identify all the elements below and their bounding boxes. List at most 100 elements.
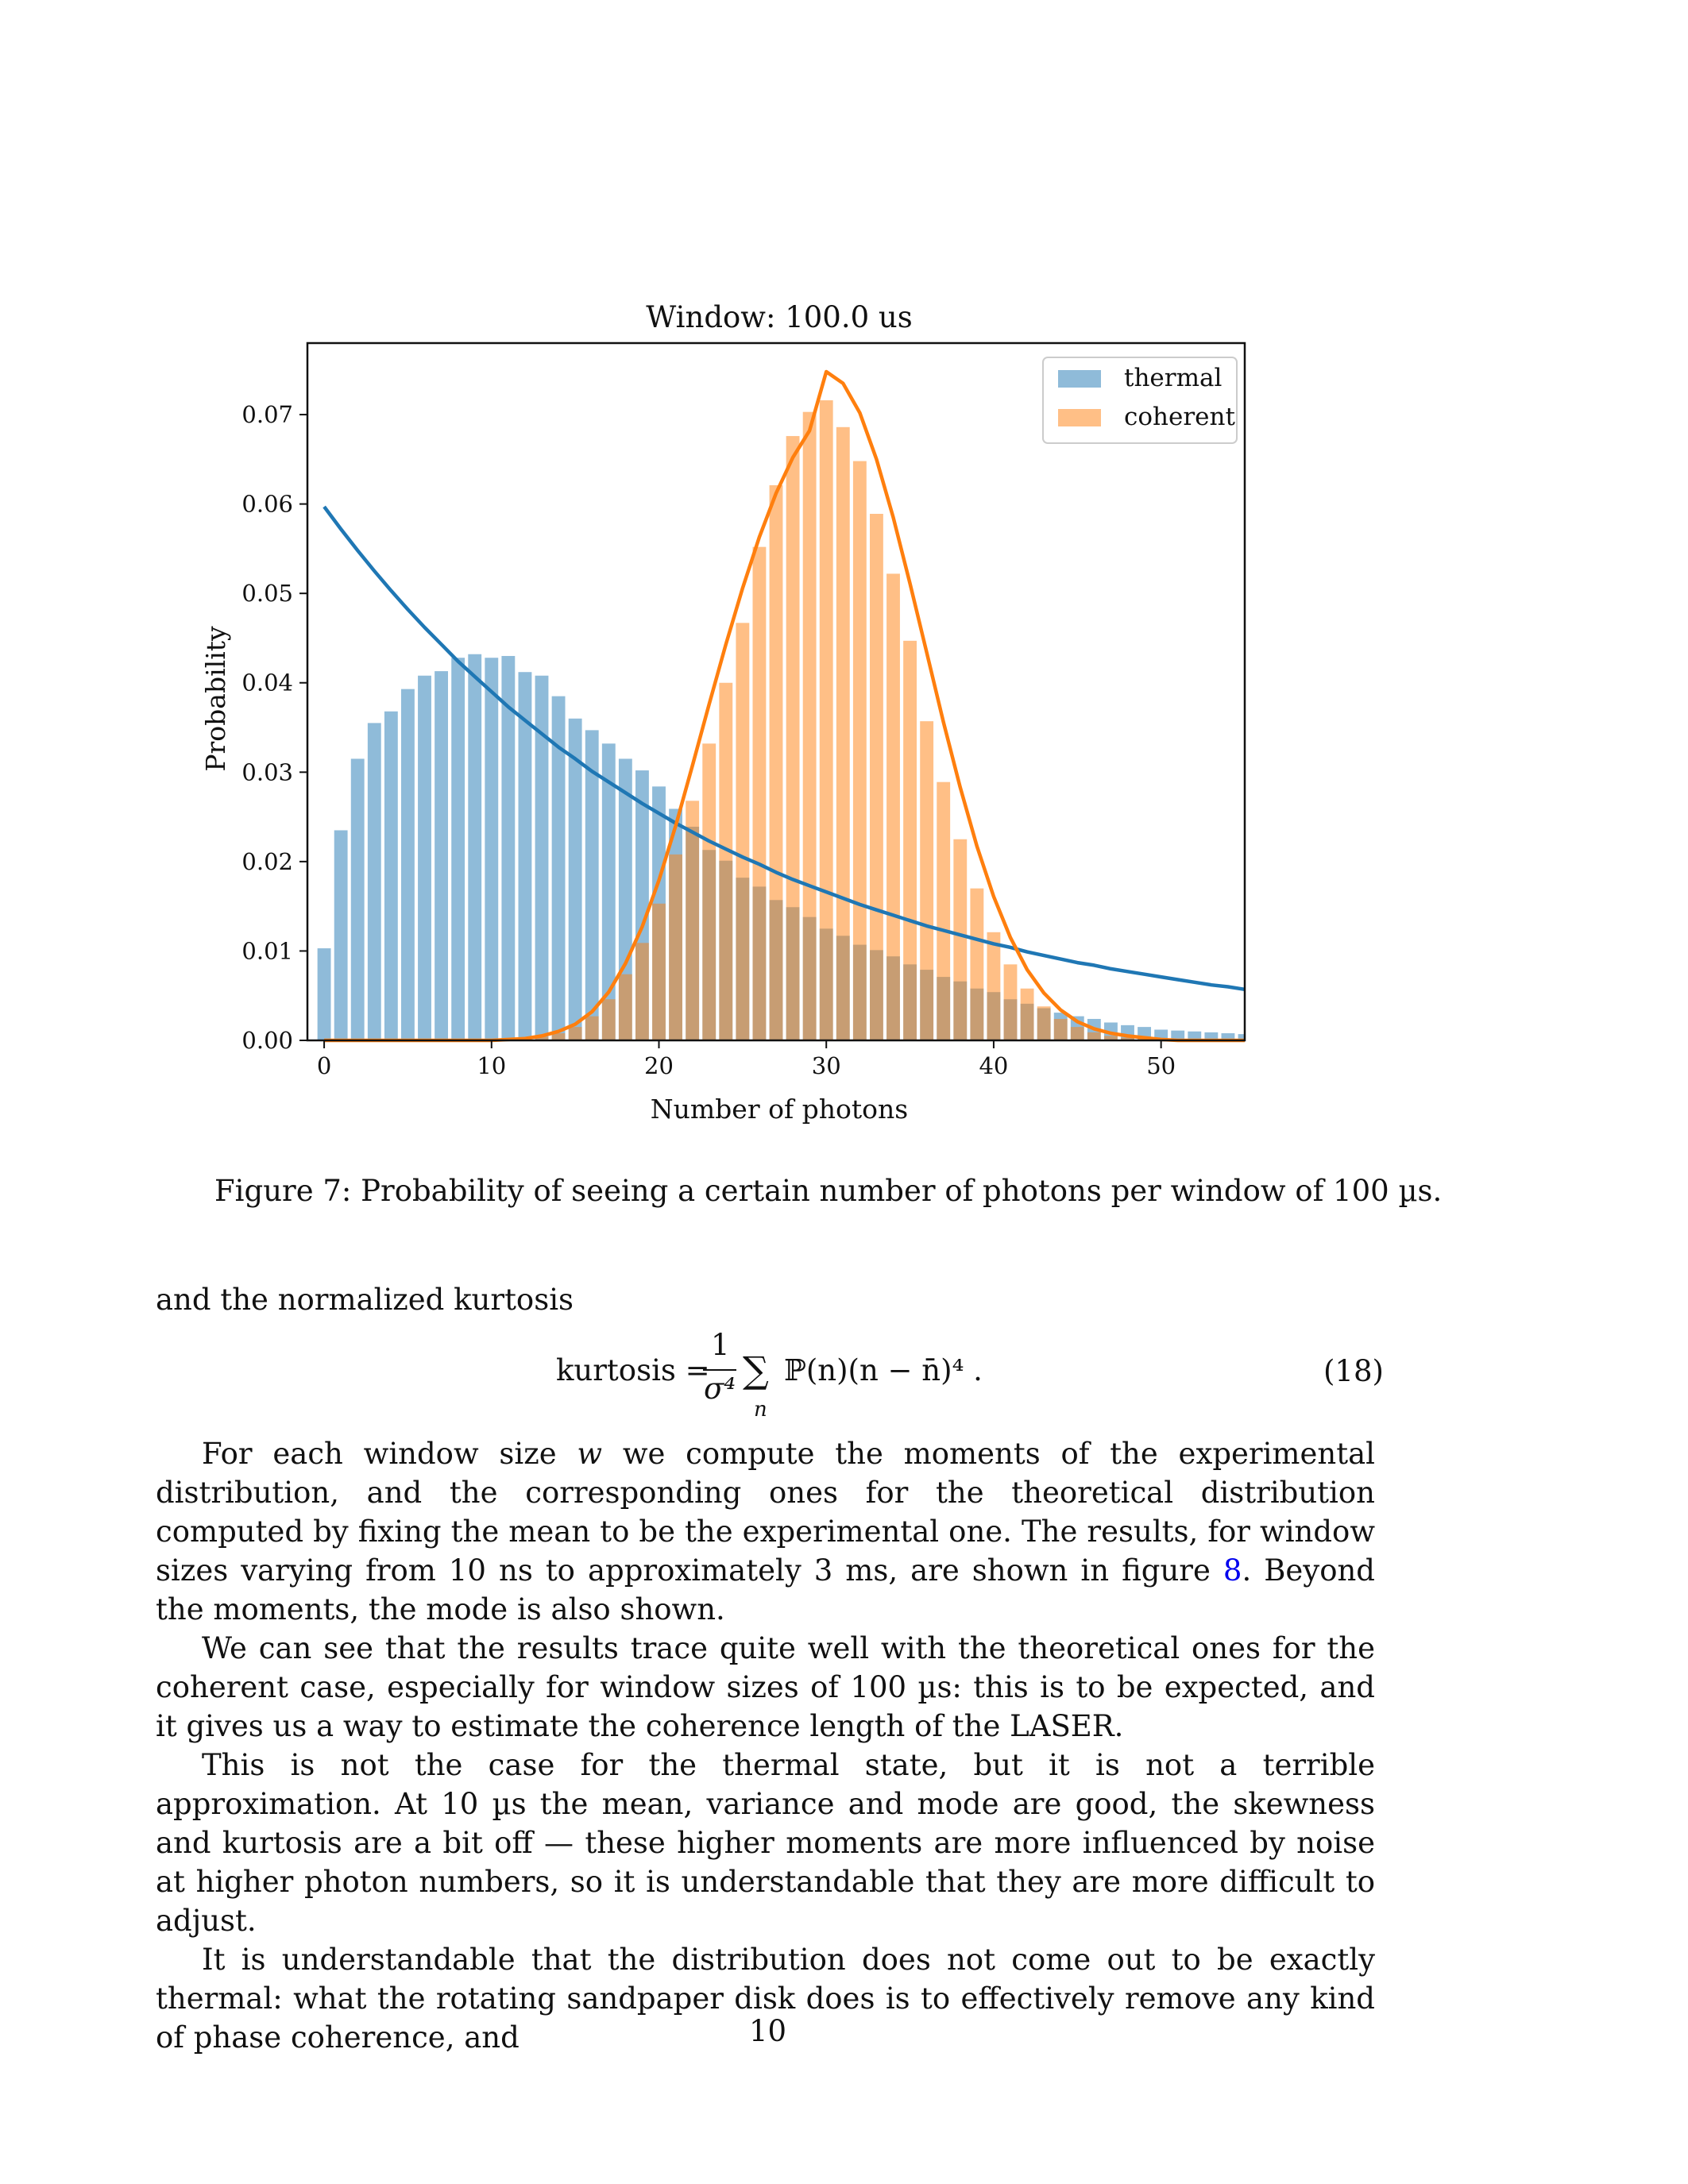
thermal-bar <box>468 654 482 1040</box>
p1-text-b: we compute the moments of the experiment… <box>156 1437 1375 1588</box>
y-tick-label: 0.00 <box>241 1027 293 1054</box>
equation-sum-sub: n <box>754 1398 767 1422</box>
thermal-bar <box>418 675 431 1040</box>
coherent-bar <box>937 781 951 1040</box>
paragraph-1: For each window size w we compute the mo… <box>156 1434 1375 1629</box>
coherent-bar <box>686 801 700 1040</box>
y-tick-label: 0.01 <box>241 937 293 964</box>
coherent-bar <box>987 932 1001 1040</box>
coherent-bar <box>551 1032 566 1040</box>
equation-sum: ∑ <box>743 1349 769 1391</box>
thermal-bar <box>334 830 348 1040</box>
coherent-bar <box>702 743 717 1040</box>
legend: thermal coherent <box>1042 357 1238 444</box>
legend-swatch-coherent <box>1058 409 1101 426</box>
x-tick-label: 10 <box>477 1052 506 1079</box>
thermal-bar <box>451 658 465 1040</box>
y-tick-label: 0.06 <box>241 491 293 518</box>
thermal-bar <box>1204 1032 1219 1040</box>
coherent-bar <box>1037 1006 1051 1040</box>
intro-text: and the normalized kurtosis <box>156 1283 574 1317</box>
thermal-bar <box>367 723 381 1040</box>
coherent-bar <box>836 426 850 1040</box>
equation-number: (18) <box>1323 1354 1384 1388</box>
coherent-bar <box>852 461 867 1040</box>
coherent-bar <box>652 903 666 1040</box>
coherent-bars <box>501 400 1168 1040</box>
equation-frac-den: σ⁴ <box>704 1372 736 1406</box>
coherent-bar <box>953 839 968 1040</box>
equation-lhs: kurtosis = <box>556 1353 710 1387</box>
figure-caption: Figure 7: Probability of seeing a certai… <box>214 1174 1443 1208</box>
coherent-bar <box>669 854 682 1040</box>
p1-text-c: . Beyond the moments, the mode is also s… <box>156 1553 1375 1626</box>
legend-swatch-thermal <box>1058 370 1101 388</box>
thermal-bar <box>435 671 448 1040</box>
coherent-bar <box>870 513 883 1040</box>
thermal-bar <box>535 675 549 1040</box>
x-tick-label: 0 <box>317 1052 331 1079</box>
y-axis-label: Probability <box>200 626 231 772</box>
y-tick-label: 0.05 <box>241 580 293 607</box>
thermal-bar <box>1171 1030 1185 1040</box>
coherent-bar <box>970 888 984 1040</box>
page-number: 10 <box>749 2014 787 2048</box>
coherent-bar <box>903 640 917 1040</box>
coherent-bar <box>1104 1036 1118 1040</box>
coherent-bar <box>601 999 616 1040</box>
coherent-bar <box>535 1036 549 1040</box>
coherent-bar <box>1020 988 1034 1040</box>
thermal-bar <box>485 658 499 1040</box>
coherent-bar <box>920 721 934 1040</box>
thermal-bar <box>585 730 599 1040</box>
coherent-bar <box>1053 1018 1068 1040</box>
coherent-bar <box>802 411 817 1040</box>
axes: 0 10 20 30 40 50 0.00 0.01 0.02 0.03 0.04 0.05 0.06 0… <box>241 341 1246 1079</box>
equation-frac-bar <box>703 1369 736 1371</box>
coherent-bar <box>1003 964 1018 1040</box>
x-tick-label: 20 <box>644 1052 674 1079</box>
coherent-bar <box>1070 1027 1084 1040</box>
photon-distribution-chart: Window: 100.0 us Probability Number of p… <box>200 300 1246 1125</box>
y-tick-label: 0.07 <box>241 401 293 428</box>
legend-label-thermal: thermal <box>1124 364 1222 392</box>
thermal-bar <box>384 711 398 1040</box>
paragraph-3: This is not the case for the thermal sta… <box>156 1748 1375 1938</box>
p1-text-a: For each window size <box>202 1437 577 1471</box>
thermal-bar <box>1221 1032 1235 1040</box>
thermal-bar <box>1188 1031 1202 1040</box>
y-tick-label: 0.04 <box>241 669 293 696</box>
coherent-bar <box>1087 1032 1101 1040</box>
coherent-bar <box>585 1016 599 1040</box>
thermal-bar <box>401 689 415 1040</box>
figure-8-link[interactable]: 8 <box>1223 1553 1242 1588</box>
coherent-bar <box>568 1027 582 1040</box>
coherent-bar <box>736 623 750 1040</box>
thermal-bar <box>317 948 331 1040</box>
coherent-bar <box>886 573 900 1040</box>
x-tick-label: 40 <box>979 1052 1008 1079</box>
coherent-bar <box>769 484 783 1040</box>
thermal-bar <box>1238 1034 1245 1040</box>
body-paragraphs: For each window size w we compute the mo… <box>156 1434 1375 2057</box>
plot-frame <box>306 341 1246 1042</box>
legend-label-coherent: coherent <box>1124 403 1235 431</box>
chart-title: Window: 100.0 us <box>646 300 912 334</box>
thermal-bar <box>601 743 616 1040</box>
coherent-bar <box>1121 1037 1134 1040</box>
thermal-bar <box>501 655 516 1040</box>
coherent-bar <box>752 546 767 1040</box>
thermal-bar <box>568 718 582 1040</box>
thermal-fit-line <box>323 505 1246 992</box>
coherent-bar <box>719 682 733 1040</box>
thermal-bar <box>551 696 566 1040</box>
thermal-bar <box>350 758 365 1040</box>
y-tick-label: 0.02 <box>241 848 293 875</box>
coherent-bar <box>819 400 833 1040</box>
equation-body: ℙ(n)(n − n̄)⁴ . <box>784 1353 983 1387</box>
x-tick-label: 50 <box>1146 1052 1176 1079</box>
paragraph-2: We can see that the results trace quite … <box>156 1631 1375 1743</box>
x-axis-label: Number of photons <box>651 1094 908 1125</box>
equation-frac-num: 1 <box>711 1328 730 1362</box>
x-tick-label: 30 <box>812 1052 841 1079</box>
